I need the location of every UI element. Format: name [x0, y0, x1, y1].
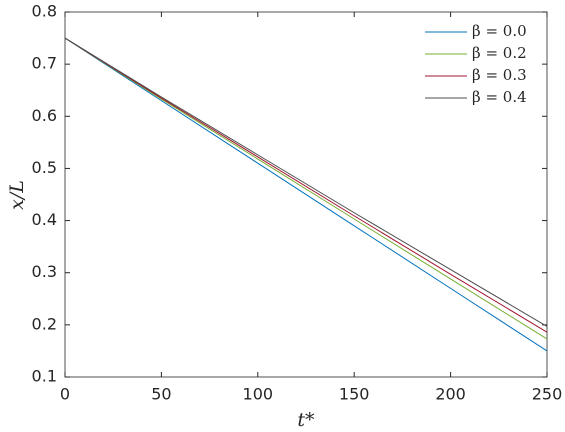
x-tick-label: 100 — [243, 385, 274, 404]
series-line — [64, 37, 548, 327]
y-tick-label: 0.5 — [32, 158, 57, 177]
legend-label: β = 0.0 — [472, 22, 527, 40]
y-axis-label: x/L — [6, 180, 28, 210]
legend-label: β = 0.3 — [472, 66, 527, 84]
series-line — [64, 37, 548, 340]
x-tick-label: 150 — [339, 385, 370, 404]
y-tick-label: 0.2 — [32, 314, 57, 333]
x-tick-label: 250 — [532, 385, 563, 404]
y-tick-label: 0.1 — [32, 367, 57, 386]
series-line — [64, 37, 548, 333]
y-tick-label: 0.3 — [32, 262, 57, 281]
x-axis-label: t* — [297, 409, 315, 431]
x-tick-label: 0 — [60, 385, 70, 404]
legend-label: β = 0.2 — [472, 44, 527, 62]
x-tick-label: 200 — [435, 385, 466, 404]
y-tick-label: 0.7 — [32, 54, 57, 73]
x-tick-label: 50 — [151, 385, 171, 404]
y-tick-label: 0.4 — [32, 210, 57, 229]
y-tick-label: 0.8 — [32, 2, 57, 21]
legend-label: β = 0.4 — [472, 88, 527, 106]
series-line — [64, 37, 548, 352]
y-tick-label: 0.6 — [32, 106, 57, 125]
